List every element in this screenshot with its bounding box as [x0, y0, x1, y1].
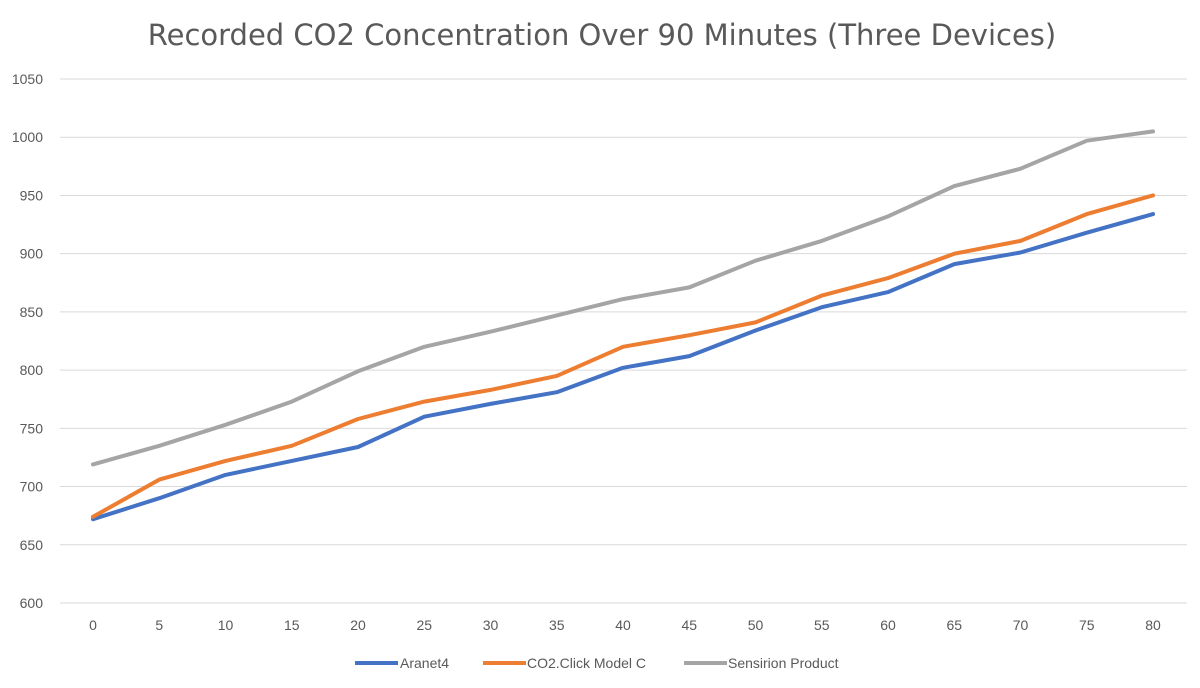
x-tick-label: 0	[89, 617, 97, 633]
x-tick-label: 10	[218, 617, 234, 633]
series-line-sensirion-product	[91, 129, 1155, 467]
y-tick-label: 1000	[12, 129, 43, 145]
x-axis-ticks: 0 5 10 15 20 25 30 35 40 45 50 55 60 65 70 75 80	[89, 617, 1161, 633]
x-tick-label: 75	[1079, 617, 1095, 633]
legend-label: Aranet4	[400, 655, 449, 671]
x-tick-label: 30	[483, 617, 499, 633]
x-tick-label: 65	[946, 617, 962, 633]
y-axis-ticks: 600 650 700 750 800 850 900 950 1000 1050	[12, 71, 43, 611]
legend-label: CO2.Click Model C	[527, 655, 646, 671]
y-tick-label: 950	[20, 187, 44, 203]
y-tick-label: 900	[20, 246, 44, 262]
x-tick-label: 5	[155, 617, 163, 633]
x-tick-label: 25	[416, 617, 432, 633]
series-line-aranet4	[91, 212, 1155, 522]
y-tick-label: 650	[20, 537, 44, 553]
y-tick-label: 800	[20, 362, 44, 378]
y-tick-label: 850	[20, 304, 44, 320]
x-tick-label: 35	[549, 617, 565, 633]
x-tick-label: 80	[1145, 617, 1161, 633]
y-tick-label: 700	[20, 479, 44, 495]
x-tick-label: 20	[350, 617, 366, 633]
gridlines	[60, 78, 1187, 604]
legend-label: Sensirion Product	[728, 655, 839, 671]
y-tick-label: 750	[20, 420, 44, 436]
series-lines	[91, 129, 1155, 522]
y-tick-label: 1050	[12, 71, 43, 87]
x-tick-label: 60	[880, 617, 896, 633]
x-tick-label: 45	[681, 617, 697, 633]
y-tick-label: 600	[20, 595, 44, 611]
x-tick-label: 55	[814, 617, 830, 633]
legend: Aranet4 CO2.Click Model C Sensirion Produc…	[355, 655, 839, 671]
x-tick-label: 15	[284, 617, 300, 633]
x-tick-label: 50	[748, 617, 764, 633]
x-tick-label: 40	[615, 617, 631, 633]
x-tick-label: 70	[1013, 617, 1029, 633]
series-line-co2-click-model-c	[91, 193, 1155, 519]
chart-title: Recorded CO2 Concentration Over 90 Minut…	[148, 18, 1056, 52]
